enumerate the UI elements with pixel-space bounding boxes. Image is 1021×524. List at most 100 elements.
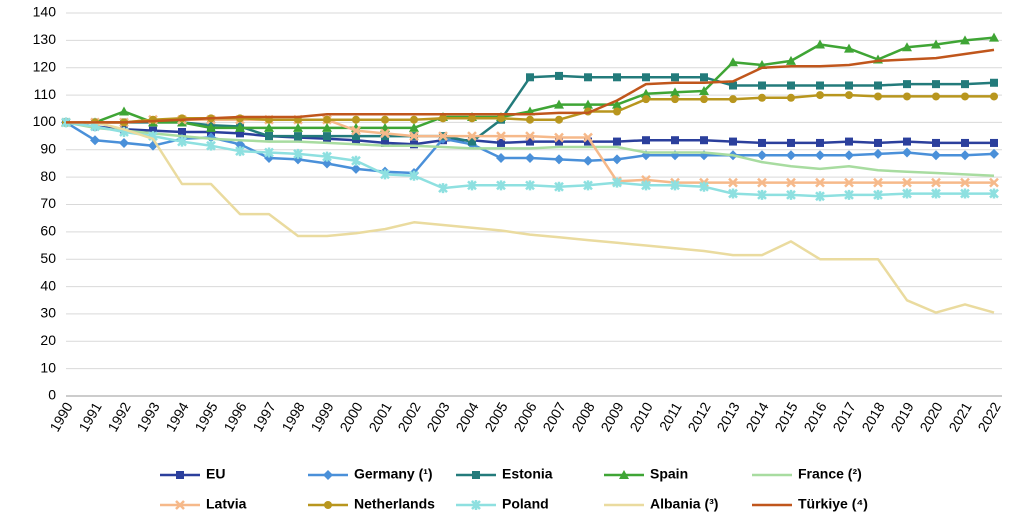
marker — [960, 35, 970, 45]
x-tick-label: 2007 — [539, 399, 569, 434]
marker — [525, 180, 535, 191]
y-tick-label: 60 — [40, 223, 56, 239]
legend-marker — [472, 471, 480, 479]
x-tick-label: 2011 — [656, 399, 685, 433]
x-tick-label: 2006 — [510, 399, 540, 434]
marker — [787, 138, 795, 147]
marker — [322, 122, 332, 132]
marker — [554, 99, 564, 109]
marker — [932, 138, 940, 147]
x-tick-label: 1999 — [307, 399, 337, 434]
series — [66, 48, 995, 124]
series — [66, 121, 995, 314]
marker — [554, 181, 564, 192]
marker — [526, 137, 534, 146]
marker — [236, 129, 244, 138]
marker — [758, 81, 766, 90]
marker — [467, 131, 477, 141]
marker — [323, 132, 331, 141]
marker — [322, 151, 332, 162]
marker — [671, 136, 679, 145]
marker — [787, 81, 795, 90]
marker — [351, 155, 361, 166]
marker — [496, 152, 506, 163]
marker — [815, 150, 825, 161]
marker — [902, 42, 912, 52]
marker — [844, 189, 854, 200]
x-tick-label: 2021 — [945, 399, 975, 434]
marker — [961, 138, 969, 147]
marker — [612, 177, 622, 188]
marker — [757, 177, 767, 188]
marker — [351, 163, 361, 174]
y-tick-label: 80 — [40, 168, 56, 184]
y-tick-label: 30 — [40, 305, 56, 321]
marker — [119, 106, 129, 116]
legend-label: Netherlands — [354, 496, 435, 512]
marker — [264, 147, 274, 158]
marker — [612, 99, 622, 109]
marker — [874, 81, 882, 90]
marker — [322, 158, 332, 169]
marker — [960, 177, 970, 188]
marker — [670, 87, 680, 97]
y-tick-label: 130 — [33, 31, 57, 47]
marker — [960, 150, 970, 161]
marker — [990, 92, 998, 101]
x-tick-label: 2002 — [394, 399, 424, 434]
marker — [787, 93, 795, 102]
legend-marker — [176, 471, 184, 479]
x-tick-label: 2015 — [771, 399, 801, 434]
marker — [699, 85, 709, 95]
marker — [641, 180, 651, 191]
legend-marker — [619, 470, 629, 479]
marker — [410, 115, 418, 124]
marker — [496, 180, 506, 191]
marker — [844, 43, 854, 53]
legend-marker — [471, 500, 481, 510]
marker — [671, 95, 679, 104]
marker — [410, 140, 418, 149]
marker — [526, 73, 534, 82]
marker — [584, 73, 592, 82]
marker — [380, 169, 390, 180]
x-tick-label: 2010 — [626, 399, 656, 434]
marker — [873, 189, 883, 200]
series-line — [66, 118, 994, 184]
marker — [844, 150, 854, 161]
x-tick-label: 2019 — [887, 399, 917, 434]
marker — [496, 131, 506, 141]
legend-marker — [323, 470, 333, 480]
x-tick-label: 2014 — [742, 399, 772, 434]
marker — [584, 137, 592, 146]
marker — [352, 115, 360, 124]
y-tick-label: 70 — [40, 195, 56, 211]
x-tick-label: 2004 — [452, 399, 482, 434]
marker — [786, 189, 796, 200]
marker — [641, 88, 651, 98]
y-tick-label: 10 — [40, 359, 56, 375]
marker — [265, 132, 273, 141]
x-tick-label: 2018 — [858, 399, 888, 434]
marker — [381, 138, 389, 147]
marker — [816, 138, 824, 147]
marker — [149, 126, 157, 135]
x-tick-label: 1996 — [220, 399, 250, 434]
marker — [613, 137, 621, 146]
marker — [525, 131, 535, 141]
marker — [757, 150, 767, 161]
legend-marker — [175, 500, 185, 510]
marker — [583, 99, 593, 109]
x-tick-label: 2016 — [800, 399, 830, 434]
marker — [902, 147, 912, 158]
marker — [206, 122, 216, 132]
marker — [352, 132, 360, 141]
marker — [642, 136, 650, 145]
marker — [497, 114, 505, 123]
marker — [816, 81, 824, 90]
marker — [961, 92, 969, 101]
marker — [293, 122, 303, 132]
marker — [381, 132, 389, 141]
marker — [728, 57, 738, 67]
x-tick-label: 2017 — [829, 399, 859, 434]
